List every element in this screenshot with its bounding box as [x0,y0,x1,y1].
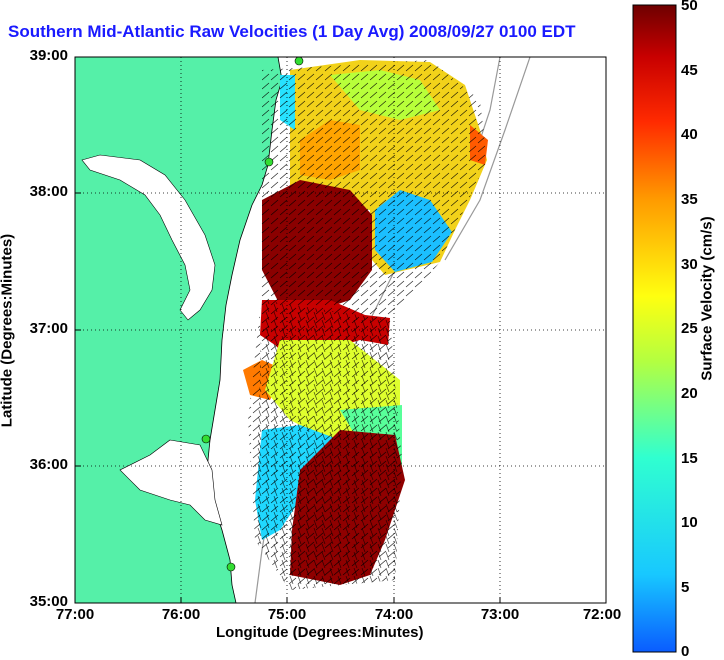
y-tick-label: 37:00 [29,320,68,337]
colorbar-tick: 45 [681,62,698,79]
colorbar-tick: 5 [681,579,690,596]
x-tick-label: 77:00 [55,606,95,623]
map-plot-area [75,57,606,603]
colorbar-tick: 10 [681,514,698,531]
colorbar [632,4,677,653]
y-tick-label: 39:00 [29,47,68,64]
colorbar-tick: 35 [681,191,698,208]
colorbar-tick: 20 [681,385,698,402]
x-tick-label: 72:00 [582,606,622,623]
y-tick-label: 35:00 [29,593,68,610]
station-2 [264,157,274,167]
colorbar-tick: 30 [681,256,698,273]
map-title: Southern Mid-Atlantic Raw Velocities (1 … [8,22,576,41]
chesapeake-bay [81,154,216,321]
colorbar-tick: 50 [681,0,698,14]
station-3 [201,434,211,444]
colorbar-tick: 0 [681,643,690,660]
y-tick-label: 36:00 [29,456,68,473]
colorbar-label: Surface Velocity (cm/s) [698,216,716,381]
y-tick-label: 38:00 [29,183,68,200]
y-axis-title: Latitude (Degrees:Minutes) [0,233,16,428]
colorbar-tick: 25 [681,320,698,337]
x-tick-label: 74:00 [374,606,414,623]
grid-lines [75,57,606,603]
x-tick-label: 76:00 [161,606,201,623]
station-1 [294,57,304,66]
x-axis-title: Longitude (Degrees:Minutes) [216,624,424,641]
colorbar-tick: 15 [681,450,698,467]
x-tick-label: 73:00 [480,606,520,623]
sound-water [119,439,223,526]
x-tick-label: 75:00 [267,606,307,623]
station-4 [226,562,236,572]
axis-ticks [74,56,607,604]
colorbar-tick: 40 [681,126,698,143]
